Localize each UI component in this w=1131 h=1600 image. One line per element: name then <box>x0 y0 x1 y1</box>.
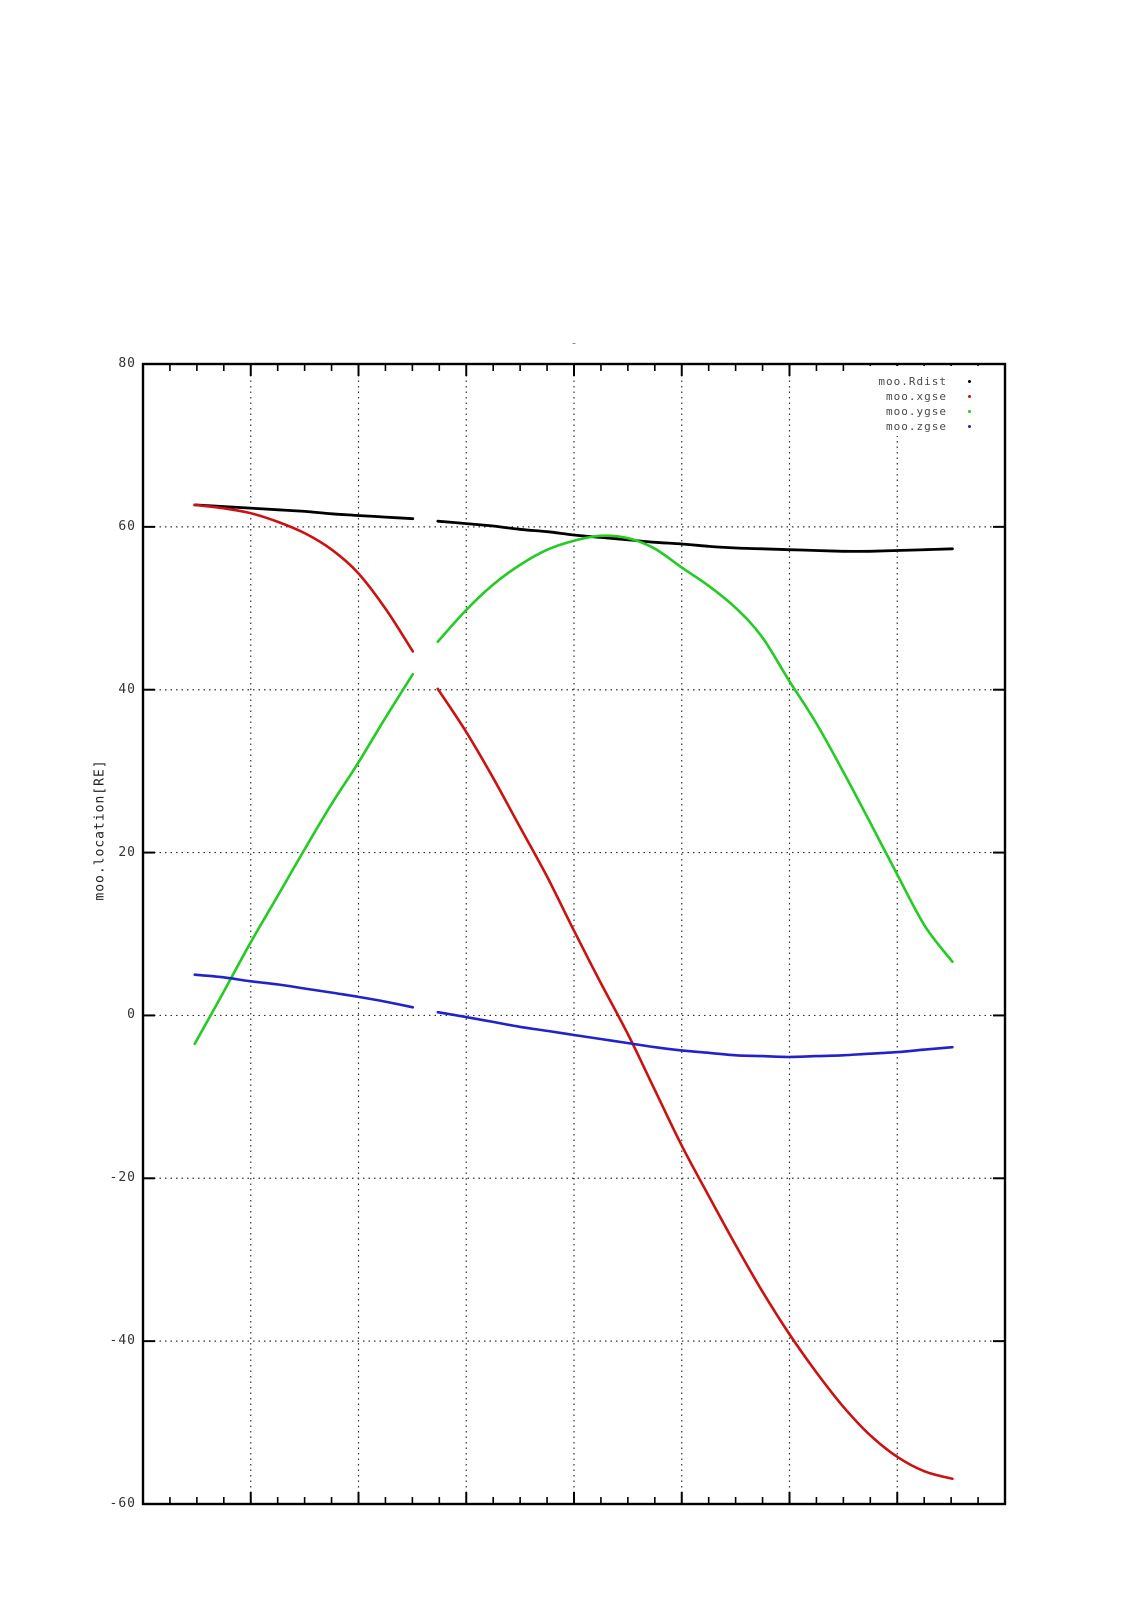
legend-label: moo.ygse <box>886 405 947 418</box>
y-tick-label: -40 <box>109 1333 136 1349</box>
series-moo.Rdist <box>193 503 415 521</box>
legend-row: moo.ygse <box>853 404 985 419</box>
legend-marker-dot <box>968 395 971 398</box>
legend-label: moo.xgse <box>886 390 947 403</box>
y-tick-label: 0 <box>127 1007 136 1023</box>
y-tick-label: 40 <box>118 681 136 697</box>
series-moo.Rdist <box>436 519 954 553</box>
series-moo.zgse <box>436 1010 954 1059</box>
legend-label: moo.zgse <box>886 420 947 433</box>
chart-title: - <box>570 336 578 350</box>
series-moo.ygse <box>436 534 954 963</box>
series-moo.xgse <box>193 503 415 653</box>
legend-marker-dot <box>968 425 971 428</box>
series-moo.xgse <box>436 687 954 1481</box>
plot-frame <box>141 362 1007 1506</box>
y-tick-label: 60 <box>118 518 136 534</box>
y-tick-label: -60 <box>109 1496 136 1511</box>
legend-marker-dot <box>968 380 971 383</box>
legend-row: moo.xgse <box>853 389 985 404</box>
y-tick-label: -20 <box>109 1170 136 1186</box>
legend-label: moo.Rdist <box>878 375 947 388</box>
legend-row: moo.Rdist <box>853 374 985 389</box>
y-tick-label: 80 <box>118 356 136 371</box>
legend-marker-dot <box>968 410 971 413</box>
legend-row: moo.zgse <box>853 419 985 434</box>
series-moo.zgse <box>193 973 415 1009</box>
y-tick-label: 20 <box>118 844 136 860</box>
legend: moo.Rdist moo.xgse moo.ygse moo.zgse <box>853 366 985 436</box>
